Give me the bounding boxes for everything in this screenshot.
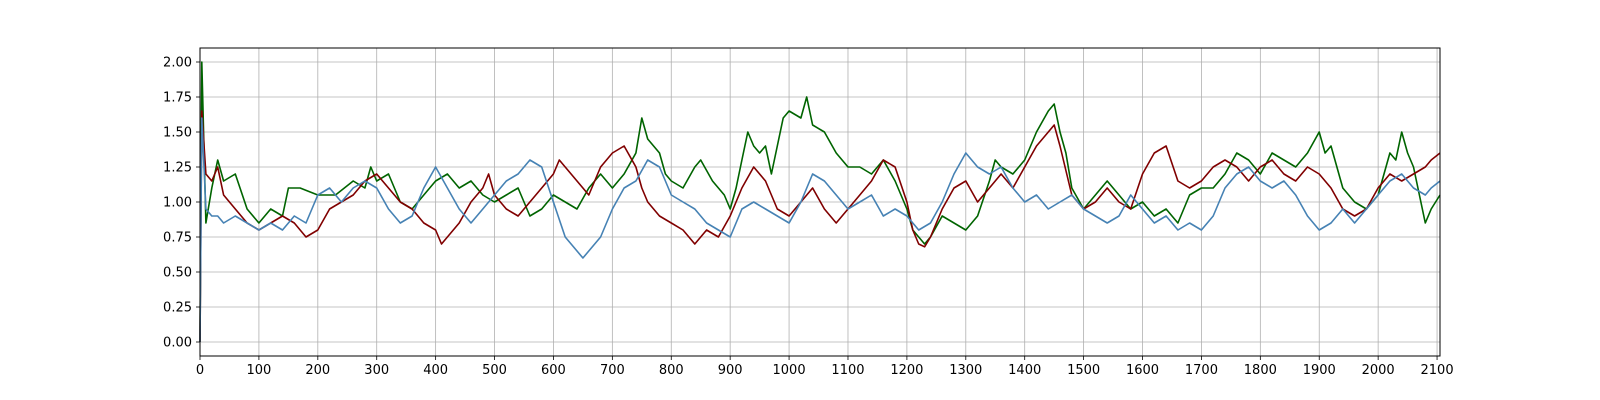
y-tick-label: 1.00: [163, 196, 192, 211]
x-tick-label: 1300: [949, 363, 982, 378]
y-tick-label: 1.75: [163, 91, 192, 106]
x-tick-label: 0: [196, 363, 204, 378]
x-tick-label: 900: [718, 363, 743, 378]
series-line-3: [199, 117, 1441, 343]
y-tick-label: 0.25: [163, 301, 192, 316]
y-tick-label: 2.00: [163, 56, 192, 71]
series-layer: [199, 61, 1441, 343]
x-tick-label: 1600: [1126, 363, 1159, 378]
x-tick-label: 100: [246, 363, 271, 378]
x-tick-label: 200: [305, 363, 330, 378]
x-axis-ticks: 0 100 200 300 400 500 600 700 800 900 1000 1100 1200…: [196, 356, 1454, 378]
x-tick-label: 1000: [773, 363, 806, 378]
x-tick-label: 1400: [1008, 363, 1041, 378]
x-tick-label: 1700: [1185, 363, 1218, 378]
y-tick-label: 1.50: [163, 126, 192, 141]
x-tick-label: 600: [541, 363, 566, 378]
y-tick-label: 0.50: [163, 266, 192, 281]
x-tick-label: 1900: [1303, 363, 1336, 378]
y-tick-label: 0.75: [163, 231, 192, 246]
x-tick-label: 400: [423, 363, 448, 378]
y-tick-label: 0.00: [163, 336, 192, 351]
x-tick-label: 2100: [1421, 363, 1454, 378]
x-tick-label: 2000: [1362, 363, 1395, 378]
y-tick-label: 1.25: [163, 161, 192, 176]
x-tick-label: 1100: [831, 363, 864, 378]
x-tick-label: 800: [659, 363, 684, 378]
x-tick-label: 1800: [1244, 363, 1277, 378]
x-tick-label: 300: [364, 363, 389, 378]
x-tick-label: 1500: [1067, 363, 1100, 378]
x-tick-label: 500: [482, 363, 507, 378]
x-tick-label: 1200: [890, 363, 923, 378]
y-axis-ticks: 0.00 0.25 0.50 0.75 1.00 1.25 1.50 1.75 2.00: [163, 56, 200, 351]
x-tick-label: 700: [600, 363, 625, 378]
